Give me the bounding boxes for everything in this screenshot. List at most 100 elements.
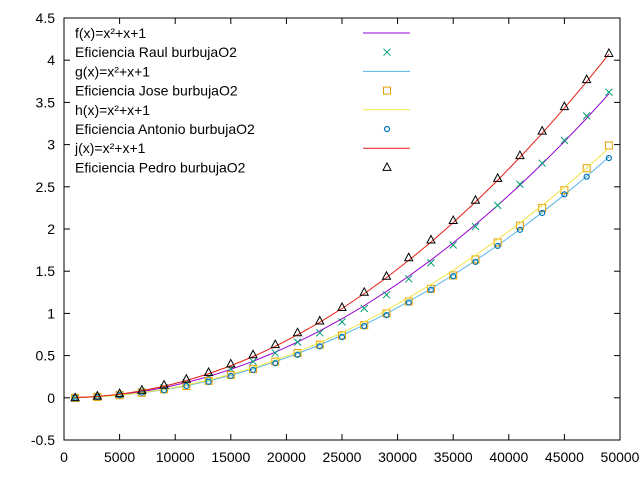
legend-swatch (383, 86, 391, 95)
data-point (294, 351, 301, 358)
data-point (315, 340, 324, 349)
data-point (537, 125, 547, 135)
data-point (225, 358, 236, 368)
data-point (472, 258, 479, 266)
data-point (427, 258, 435, 267)
data-point (493, 201, 502, 210)
legend-label: Eficiencia Pedro burbujaO2 (75, 159, 246, 175)
legend-label: Eficiencia Antonio burbujaO2 (75, 121, 255, 137)
data-point (559, 101, 570, 111)
data-point (71, 393, 79, 402)
x-tick-label: 25000 (323, 449, 362, 465)
legend-label: Eficiencia Raul burbujaO2 (75, 44, 237, 60)
data-point (203, 366, 214, 376)
data-point (338, 317, 346, 326)
marker-stroke (204, 372, 213, 381)
data-point (338, 333, 346, 341)
legend-item: Eficiencia Raul burbujaO2 (75, 44, 391, 60)
plot-series (70, 47, 614, 402)
data-point (271, 349, 280, 357)
x-tick-label: 10000 (156, 449, 195, 465)
x-tick-label: 5000 (104, 449, 135, 465)
data-point (337, 301, 347, 311)
data-point (494, 242, 501, 249)
data-point (227, 372, 234, 379)
marker-stroke (71, 393, 79, 402)
legend-item: h(x)=x²+x+1 (75, 102, 410, 118)
legend-swatch (382, 161, 392, 171)
data-point (427, 286, 435, 293)
marker-stroke (427, 258, 435, 267)
legend-item: Eficiencia Jose burbujaO2 (75, 83, 391, 99)
legend-swatch (383, 125, 391, 133)
data-point (516, 226, 524, 233)
data-point (70, 392, 80, 402)
x-tick-label: 30000 (378, 449, 417, 465)
data-point (248, 349, 258, 359)
data-point (361, 322, 368, 330)
legend-item: g(x)=x²+x+1 (75, 63, 410, 79)
data-point (403, 252, 414, 262)
data-point (538, 159, 547, 168)
series-line (75, 53, 610, 399)
data-point (539, 209, 546, 217)
series-7 (70, 47, 614, 402)
data-point (581, 74, 592, 84)
data-point (381, 270, 392, 280)
data-point (582, 164, 591, 173)
legend-label: g(x)=x²+x+1 (75, 63, 150, 79)
y-tick-label: 3.5 (36, 94, 56, 110)
data-point (605, 88, 613, 97)
marker-stroke (516, 180, 524, 189)
legend-label: j(x)=x²+x+1 (74, 140, 146, 156)
data-point (582, 112, 591, 120)
data-point (492, 172, 503, 182)
data-point (315, 328, 324, 337)
marker-stroke (404, 274, 413, 283)
data-point (183, 382, 190, 390)
marker-stroke (493, 201, 502, 210)
x-tick-label: 40000 (489, 449, 528, 465)
data-point (360, 304, 369, 313)
marker-stroke (338, 317, 346, 326)
x-axis: 0 5000 10000 15000 20000 25000 30000 35000 40000… (60, 18, 640, 465)
data-point (382, 290, 391, 299)
data-point (270, 339, 281, 349)
x-tick-label: 50000 (601, 449, 640, 465)
y-tick-label: 1 (47, 305, 55, 321)
data-point (116, 392, 123, 399)
data-point (316, 343, 323, 350)
y-tick-label: 2.5 (36, 179, 56, 195)
marker-stroke (249, 357, 257, 366)
data-point (249, 357, 257, 366)
data-point (405, 299, 412, 306)
legend-label: f(x)=x²+x+1 (75, 25, 146, 41)
data-point (605, 155, 612, 162)
y-tick-label: 3 (47, 137, 55, 153)
y-tick-label: 1.5 (36, 263, 56, 279)
data-point (314, 315, 325, 325)
data-point (159, 379, 169, 389)
marker-stroke (293, 338, 302, 346)
x-tick-label: 0 (60, 449, 68, 465)
series-6 (75, 53, 610, 399)
data-point (338, 331, 346, 340)
marker-stroke (449, 241, 458, 249)
series-4 (75, 147, 610, 399)
data-point (359, 286, 370, 296)
data-point (92, 390, 103, 400)
data-point (293, 338, 302, 346)
legend-swatch (383, 48, 391, 57)
data-point (470, 194, 481, 204)
data-point (560, 136, 569, 145)
marker-stroke (383, 48, 391, 57)
data-point (114, 388, 125, 398)
x-tick-label: 45000 (545, 449, 584, 465)
data-point (292, 327, 303, 337)
series-line (75, 147, 610, 399)
x-tick-label: 15000 (211, 449, 250, 465)
data-point (604, 47, 614, 57)
y-tick-label: 4 (47, 52, 55, 68)
y-tick-label: 4.5 (36, 10, 56, 26)
legend-item: Eficiencia Pedro burbujaO2 (75, 159, 392, 175)
